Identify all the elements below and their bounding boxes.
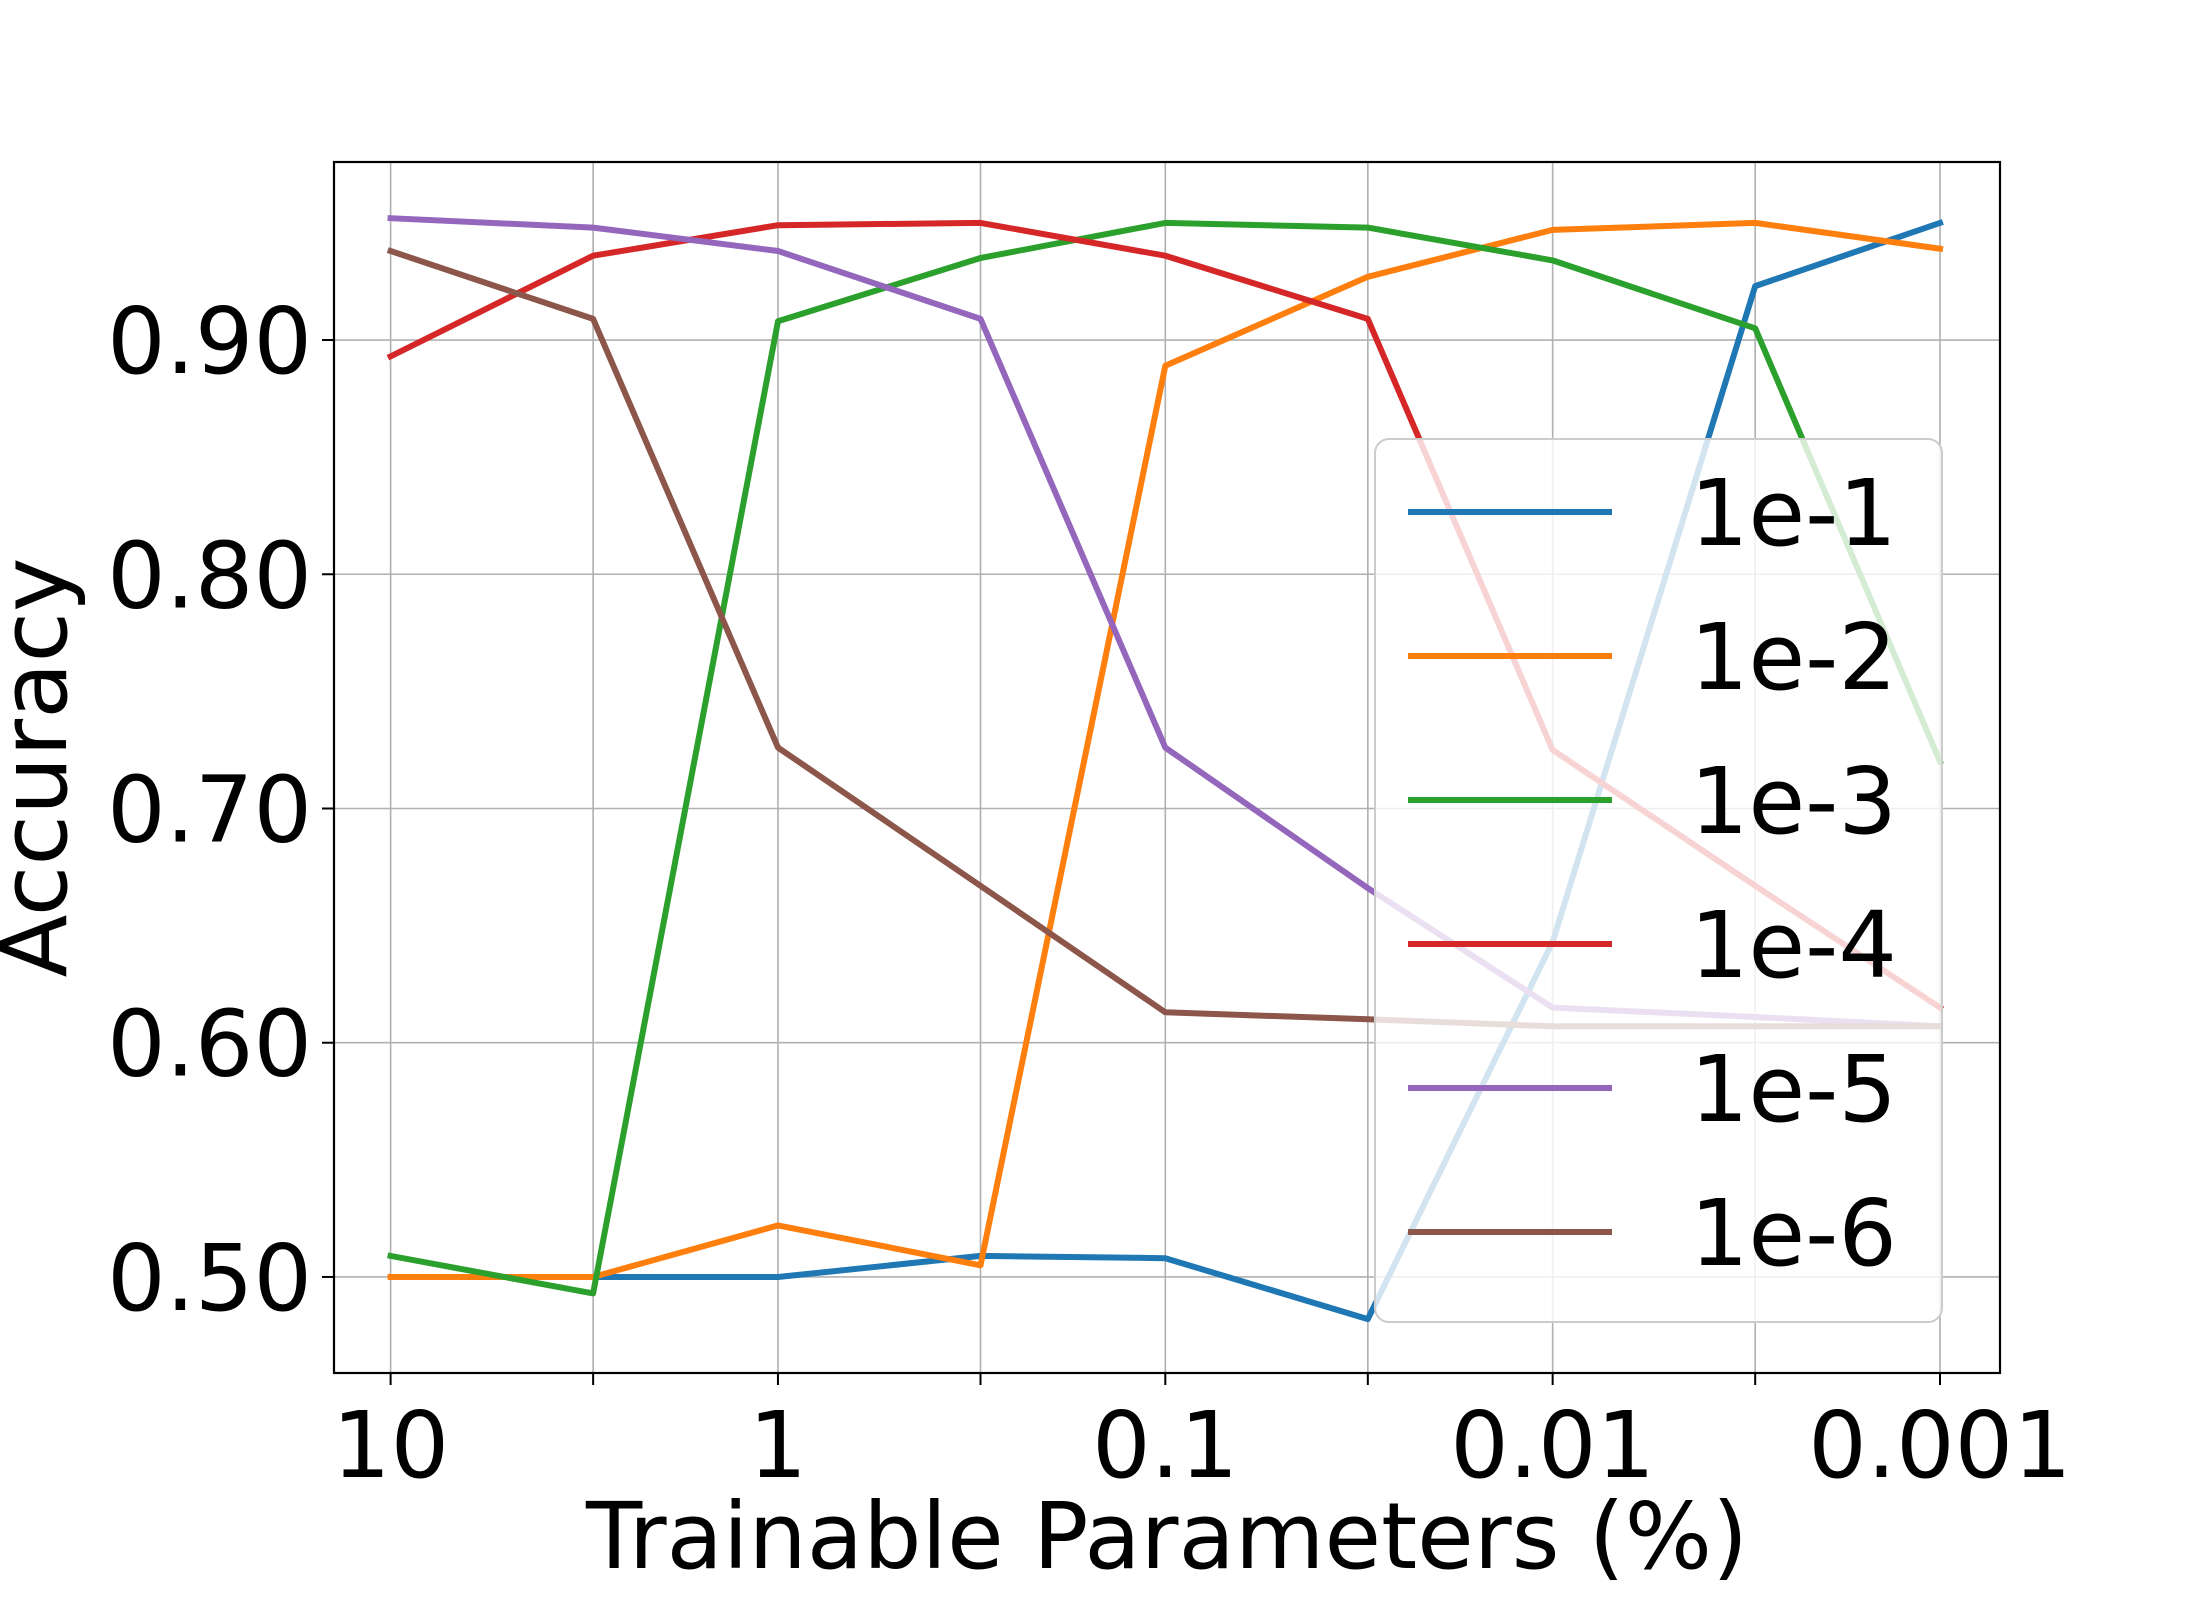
x-tick-label: 10 bbox=[332, 1392, 449, 1499]
series-line-1e-1 bbox=[590, 219, 1944, 1323]
axis-ticks: 10 1 0.1 0.01 0.001 0.50 0.60 0.70 0.80 0.90 bbox=[107, 288, 2072, 1499]
legend: 1e-1 1e-2 1e-3 1e-4 1e-5 1e-6 bbox=[1374, 438, 1943, 1323]
y-tick-label: 0.70 bbox=[107, 756, 312, 863]
legend-box bbox=[1374, 438, 1943, 1323]
y-tick-label: 0.50 bbox=[107, 1225, 312, 1332]
legend-label: 1e-1 bbox=[1690, 460, 1897, 567]
x-tick-label: 0.001 bbox=[1808, 1392, 2071, 1499]
legend-item: 1e-4 bbox=[1408, 892, 1897, 999]
y-tick-label: 0.60 bbox=[107, 991, 312, 1098]
x-tick-label: 0.01 bbox=[1450, 1392, 1655, 1499]
x-tick-label: 1 bbox=[749, 1392, 808, 1499]
legend-label: 1e-3 bbox=[1690, 748, 1897, 855]
legend-label: 1e-2 bbox=[1690, 604, 1897, 711]
series-line-1e-3 bbox=[387, 219, 1944, 1297]
x-axis-title: Trainable Parameters (%) bbox=[585, 1483, 1748, 1590]
legend-item: 1e-1 bbox=[1408, 460, 1897, 567]
legend-label: 1e-5 bbox=[1690, 1036, 1897, 1143]
y-tick-label: 0.90 bbox=[107, 288, 312, 395]
plot-frame bbox=[332, 160, 2002, 1375]
legend-label: 1e-6 bbox=[1690, 1180, 1897, 1287]
legend-item: 1e-5 bbox=[1408, 1036, 1897, 1143]
legend-label: 1e-4 bbox=[1690, 892, 1897, 999]
y-axis-title: Accuracy bbox=[0, 557, 88, 977]
y-tick-label: 0.80 bbox=[107, 522, 312, 629]
x-tick-label: 0.1 bbox=[1092, 1392, 1238, 1499]
legend-item: 1e-3 bbox=[1408, 748, 1897, 855]
series-line-1e-2 bbox=[387, 219, 1944, 1280]
legend-item: 1e-2 bbox=[1408, 604, 1897, 711]
legend-item: 1e-6 bbox=[1408, 1180, 1897, 1287]
